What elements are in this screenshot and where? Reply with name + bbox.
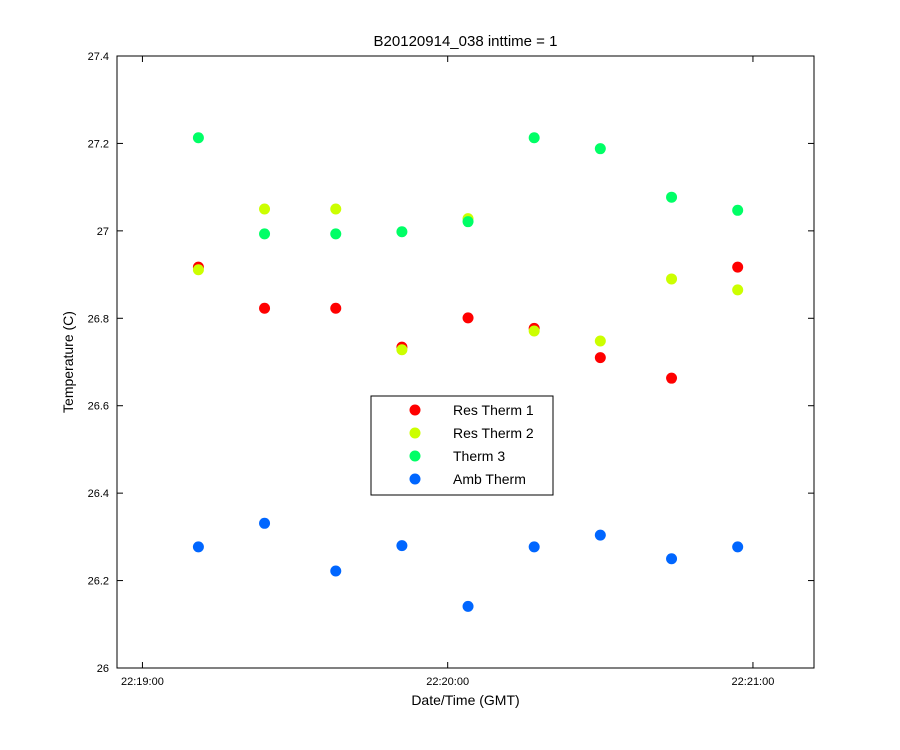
point-res-therm-1 (462, 312, 474, 324)
y-axis-label: Temperature (C) (60, 311, 76, 413)
y-tick-label: 26 (97, 663, 109, 675)
point-res-therm-2 (192, 264, 204, 276)
legend-marker-amb-therm (409, 473, 421, 485)
point-res-therm-2 (732, 284, 744, 296)
legend-marker-res-therm-2 (409, 427, 421, 439)
point-res-therm-2 (396, 344, 408, 356)
point-res-therm-1 (594, 352, 606, 364)
y-tick-label: 27 (97, 226, 109, 238)
point-res-therm-2 (330, 203, 342, 215)
chart-title: B20120914_038 inttime = 1 (374, 33, 558, 50)
point-amb-therm (396, 540, 408, 552)
point-res-therm-1 (259, 302, 271, 314)
plot-area (116, 55, 815, 669)
point-amb-therm (192, 541, 204, 553)
point-therm-3 (594, 143, 606, 155)
y-tick-label: 26.4 (88, 488, 109, 500)
point-res-therm-2 (259, 203, 271, 215)
point-amb-therm (259, 517, 271, 529)
legend: Res Therm 1 Res Therm 2 Therm 3 Amb Therm (370, 395, 554, 496)
legend-label-amb-therm: Amb Therm (453, 471, 526, 487)
point-therm-3 (259, 228, 271, 240)
x-axis-label: Date/Time (GMT) (411, 692, 519, 708)
point-res-therm-2 (594, 335, 606, 347)
point-therm-3 (396, 226, 408, 238)
point-therm-3 (666, 191, 678, 203)
point-res-therm-2 (666, 273, 678, 285)
point-amb-therm (330, 565, 342, 577)
legend-box (370, 395, 554, 496)
point-amb-therm (594, 529, 606, 541)
legend-marker-therm-3 (409, 450, 421, 462)
point-amb-therm (528, 541, 540, 553)
x-axis: 22:19:00 22:20:00 22:21:00 (121, 56, 774, 688)
point-res-therm-1 (330, 302, 342, 314)
point-therm-3 (732, 204, 744, 216)
legend-label-therm-3: Therm 3 (453, 448, 505, 464)
point-therm-3 (330, 228, 342, 240)
point-res-therm-2 (528, 325, 540, 337)
point-therm-3 (528, 132, 540, 144)
y-tick-label: 27.2 (88, 138, 109, 150)
y-tick-label: 26.8 (88, 313, 109, 325)
legend-marker-res-therm-1 (409, 404, 421, 416)
point-res-therm-1 (666, 372, 678, 384)
x-tick-label: 22:20:00 (426, 676, 469, 688)
point-res-therm-1 (732, 261, 744, 273)
y-tick-label: 27.4 (88, 51, 109, 63)
point-amb-therm (666, 553, 678, 565)
point-amb-therm (732, 541, 744, 553)
x-tick-label: 22:19:00 (121, 676, 164, 688)
y-tick-label: 26.2 (88, 576, 109, 588)
y-axis: 26 26.2 26.4 26.6 26.8 27 27.2 27.4 (88, 51, 814, 675)
data-points (192, 132, 744, 612)
point-amb-therm (462, 600, 474, 612)
point-therm-3 (192, 132, 204, 144)
y-tick-label: 26.6 (88, 401, 109, 413)
point-therm-3 (462, 216, 474, 228)
x-tick-label: 22:21:00 (732, 676, 775, 688)
legend-label-res-therm-1: Res Therm 1 (453, 402, 534, 418)
legend-label-res-therm-2: Res Therm 2 (453, 425, 534, 441)
